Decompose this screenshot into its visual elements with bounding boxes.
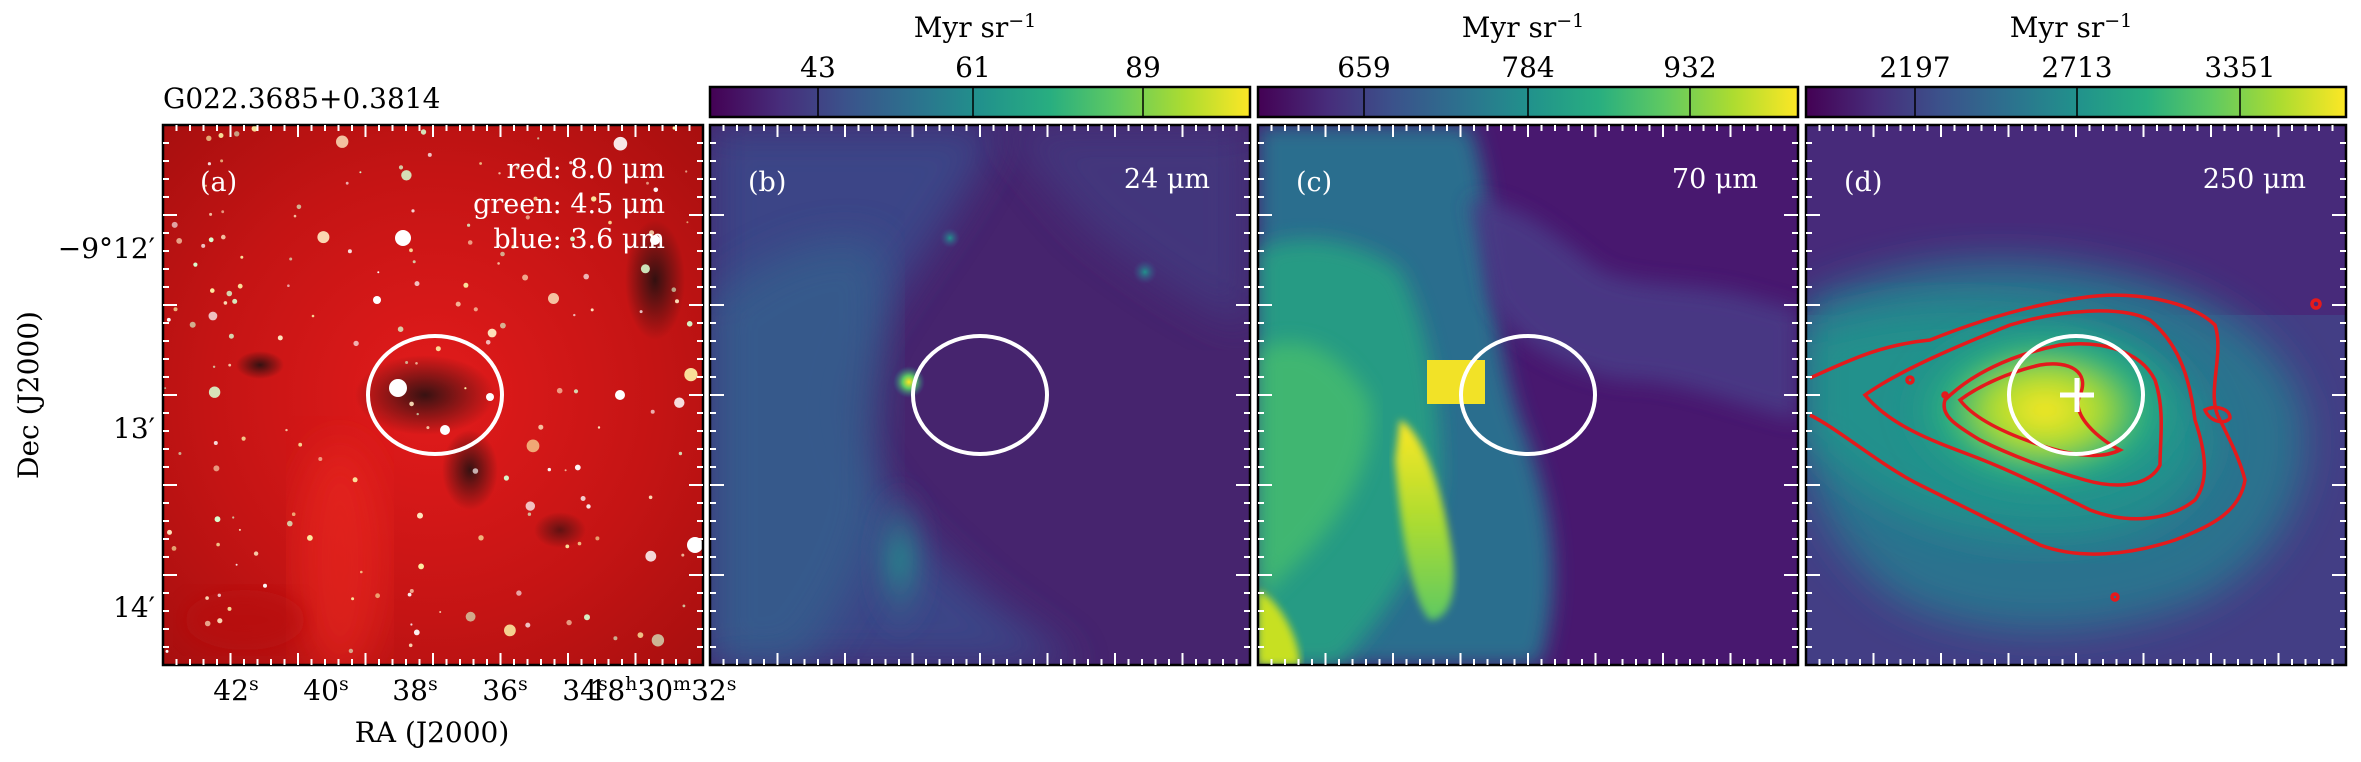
panel-b-image	[710, 125, 1250, 665]
colorbar-c-tick-1: 659	[1337, 51, 1390, 84]
colorbar-d-tick-2: 2713	[2041, 51, 2112, 84]
x-axis-label: RA (J2000)	[355, 716, 510, 749]
colorbar-c-unit: Myr sr−1	[1462, 10, 1585, 44]
colorbar-c-tick-2: 784	[1501, 51, 1554, 84]
panel-d-aperture-ellipse	[2007, 334, 2145, 456]
panel-b: (b) 24 μm	[708, 123, 1252, 667]
colorbar-c-tick-3: 932	[1663, 51, 1716, 84]
panel-a-aperture-ellipse	[366, 334, 504, 456]
panel-c-image	[1258, 125, 1798, 665]
colorbar-c: 659 784 932 Myr sr−1	[1256, 10, 1800, 119]
colorbar-d-tick-1: 2197	[1879, 51, 1950, 84]
x-tick-42s: 42s	[213, 673, 258, 707]
panel-c-tag: (c)	[1296, 167, 1332, 198]
panel-c: (c) 70 μm	[1256, 123, 1800, 667]
panel-b-tag: (b)	[748, 167, 786, 198]
panel-d-tag: (d)	[1844, 167, 1882, 198]
panel-c-ticks	[1258, 125, 1798, 665]
colorbar-d-unit: Myr sr−1	[2010, 10, 2133, 44]
y-tick-dec-13: 13′	[113, 412, 155, 445]
colorbar-b-tick-3: 89	[1125, 51, 1161, 84]
panel-d-band: 250 μm	[2203, 164, 2306, 195]
panel-c-band: 70 μm	[1672, 164, 1758, 195]
star-field	[164, 125, 703, 654]
panel-b-band: 24 μm	[1124, 164, 1210, 195]
panel-d-peak-cross	[2060, 378, 2094, 412]
panel-a-legend-blue: blue: 3.6 μm	[493, 224, 665, 255]
y-axis-label: Dec (J2000)	[12, 311, 45, 479]
colorbar-b-tick-2: 61	[955, 51, 991, 84]
panel-a-image	[163, 125, 703, 665]
x-tick-36s: 36s	[482, 673, 527, 707]
panel-a-legend-green: green: 4.5 μm	[473, 189, 665, 220]
field-name: G022.3685+0.3814	[163, 82, 440, 115]
colorbar-b-unit: Myr sr−1	[914, 10, 1037, 44]
panel-a-tag: (a)	[200, 167, 237, 198]
panel-b-ticks	[710, 125, 1250, 665]
y-tick-dec-14: 14′	[113, 591, 155, 624]
y-tick-dec-12: −9°12′	[58, 232, 155, 265]
x-tick-40s: 40s	[303, 673, 348, 707]
colorbar-b: 43 61 89 Myr sr−1	[708, 10, 1252, 119]
panel-a-legend-red: red: 8.0 μm	[506, 154, 665, 185]
colorbar-d-tick-3: 3351	[2204, 51, 2275, 84]
panel-a-ticks	[163, 125, 703, 665]
panel-d-contours	[1809, 293, 2322, 602]
panel-d-ticks	[1806, 125, 2346, 665]
panel-d: (d) 250 μm	[1804, 123, 2348, 667]
panel-c-aperture-ellipse	[1459, 334, 1597, 456]
colorbar-d: 2197 2713 3351 Myr sr−1	[1804, 10, 2348, 119]
colorbar-b-tick-1: 43	[800, 51, 836, 84]
x-tick-38s: 38s	[392, 673, 437, 707]
panel-a: (a) red: 8.0 μm green: 4.5 μm blue: 3.6 …	[161, 123, 705, 667]
panel-b-aperture-ellipse	[911, 334, 1049, 456]
x-tick-34s: 34s	[562, 673, 607, 707]
x-tick-18h30m32s: 18h30m32s	[590, 673, 737, 707]
